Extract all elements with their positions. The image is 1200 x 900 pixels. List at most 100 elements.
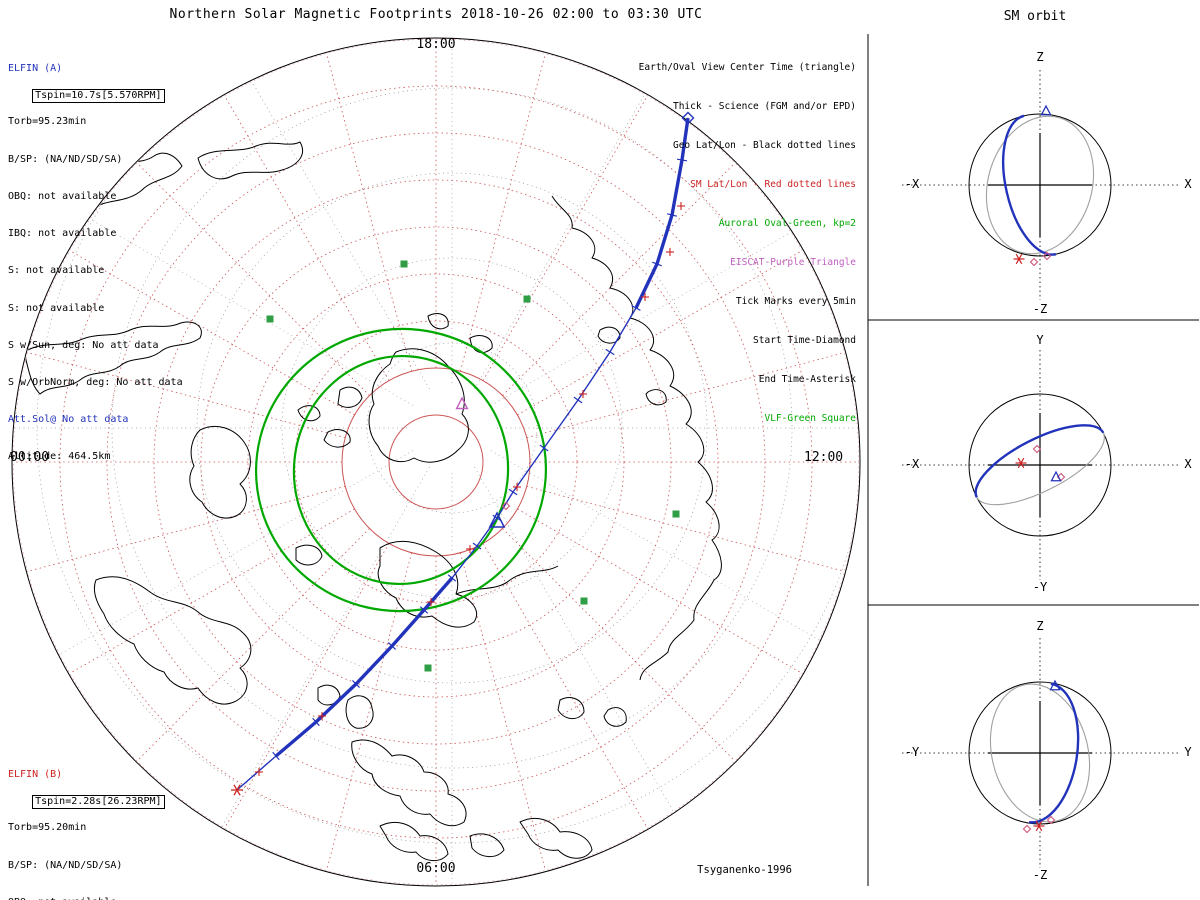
info-line: Torb=95.20min — [8, 822, 87, 834]
info-line: Altitude: 464.5km — [8, 451, 111, 463]
panel-asterisk — [1035, 820, 1043, 832]
vlf-square — [400, 260, 408, 268]
info-line: OBQ: not available — [8, 190, 117, 202]
orbit-far-arc — [989, 683, 1091, 823]
time-tick — [676, 158, 688, 162]
panel2-axis-right: X — [1184, 457, 1192, 471]
vlf-square — [580, 597, 588, 605]
sm-orbit-panel-2 — [902, 350, 1178, 580]
time-tick — [352, 680, 360, 688]
time-tick — [573, 396, 583, 404]
legend-item: Auroral Oval-Green, kp=2 — [718, 218, 856, 229]
map-title: Northern Solar Magnetic Footprints 2018-… — [169, 7, 703, 22]
auroral-oval-outer — [254, 327, 548, 613]
legend-item: Start Time-Diamond — [753, 335, 856, 346]
panel3-axis-right: Y — [1184, 745, 1192, 759]
panel1-axis-left: -X — [904, 177, 920, 191]
time-tick — [666, 213, 678, 217]
map-boundary — [11, 37, 861, 887]
credits: Tsyganenko-1996 Created: Sun Jan 29 09:2… — [540, 838, 862, 900]
info-line: S: not available — [8, 265, 105, 277]
vlf-square — [672, 510, 680, 518]
sm-orbit-title: SM orbit — [1003, 9, 1067, 24]
info-line: S w/OrbNorm, deg: No att data — [8, 376, 183, 388]
panel-diamond — [1046, 815, 1056, 825]
auroral-oval-inner — [292, 354, 510, 586]
info-line: B/SP: (NA/ND/SD/SA) — [8, 153, 123, 165]
time-tick — [472, 542, 482, 550]
elfin-b-name: ELFIN (B) — [8, 768, 63, 780]
orbit-near-arc — [1028, 682, 1080, 824]
field-model-label: Tsyganenko-1996 — [697, 864, 792, 876]
panel2-axis-bottom: -Y — [1032, 580, 1048, 594]
vlf-square — [424, 664, 432, 672]
legend-item: Tick Marks every 5min — [735, 296, 856, 307]
panel-triangle — [1049, 679, 1061, 691]
info-line: S: not available — [8, 302, 105, 314]
clock-label-12: 12:00 — [804, 450, 844, 465]
panel1-axis-bottom: -Z — [1032, 302, 1048, 316]
center-time-triangle — [488, 511, 506, 528]
elfin-b-tspin: Tspin=2.28s[26.23RPM] — [32, 794, 165, 810]
panel3-axis-top: Z — [1036, 619, 1044, 633]
time-tick — [605, 348, 615, 356]
time-tick — [508, 488, 518, 496]
eiscat-triangle — [455, 396, 469, 410]
time-tick — [631, 305, 641, 311]
panel2-axis-top: Y — [1036, 333, 1044, 347]
orbit-near-arc — [1002, 114, 1057, 256]
legend-item: VLF-Green Square — [764, 413, 856, 424]
map-legend: Earth/Oval View Center Time (triangle) T… — [639, 35, 856, 451]
panel-diamond — [1042, 251, 1052, 261]
time-tick — [272, 751, 280, 761]
legend-item: Thick - Science (FGM and/or EPD) — [672, 101, 856, 112]
time-tick — [312, 717, 320, 727]
time-tick — [447, 574, 457, 582]
clock-label-00: 00:00 — [10, 450, 50, 465]
geo-grid — [13, 39, 859, 885]
panel-diamond — [1032, 444, 1042, 454]
sm-orbit-panel-3 — [902, 638, 1178, 868]
orbit-far-arc — [985, 115, 1095, 255]
sm-grid — [13, 39, 859, 885]
legend-item: EISCAT-Purple Triangle — [730, 257, 856, 268]
clock-label-06: 06:00 — [416, 861, 456, 876]
elfin-a-info: ELFIN (A) Tspin=10.7s[5.570RPM] Torb=95.… — [8, 38, 183, 489]
panel-diamond — [1022, 824, 1032, 834]
legend-item: SM Lat/Lon - Red dotted lines — [690, 179, 856, 190]
vlf-square — [523, 295, 531, 303]
info-line-attsol: Att.Sol@ No att data — [8, 414, 129, 426]
legend-item: End Time-Asterisk — [758, 374, 856, 385]
panel1-axis-top: Z — [1036, 50, 1044, 64]
sm-orbit-panel-1 — [902, 70, 1178, 300]
info-line: IBQ: not available — [8, 228, 117, 240]
legend-item: Earth/Oval View Center Time (triangle) — [638, 62, 856, 73]
clock-label-18: 18:00 — [416, 37, 456, 52]
time-tick — [387, 642, 397, 650]
info-line: OBQ: not available — [8, 897, 183, 900]
panel-triangle — [1040, 104, 1052, 116]
panel3-axis-bottom: -Z — [1032, 868, 1048, 882]
elfin-a-tspin: Tspin=10.7s[5.570RPM] — [32, 88, 165, 104]
panel-asterisk — [1017, 457, 1025, 469]
info-line: S w/Sun, deg: No att data — [8, 339, 159, 351]
diamond-marker — [501, 501, 511, 511]
science-segment — [274, 576, 454, 758]
footprint-track — [236, 117, 689, 791]
panel-asterisk — [1015, 253, 1023, 265]
elfin-b-info: ELFIN (B) Tspin=2.28s[26.23RPM] Torb=95.… — [8, 744, 183, 900]
time-tick — [652, 261, 662, 267]
panel-triangle — [1050, 470, 1062, 482]
panel2-axis-left: -X — [904, 457, 920, 471]
panel3-axis-left: -Y — [904, 745, 920, 759]
earth-circle — [968, 113, 1112, 257]
panel1-axis-right: X — [1184, 177, 1192, 191]
time-tick — [419, 606, 429, 614]
info-line: B/SP: (NA/ND/SD/SA) — [8, 859, 123, 871]
start-diamond — [681, 111, 695, 125]
time-tick — [539, 444, 549, 452]
vlf-square — [266, 315, 274, 323]
orbit-near-arc — [974, 424, 1105, 498]
